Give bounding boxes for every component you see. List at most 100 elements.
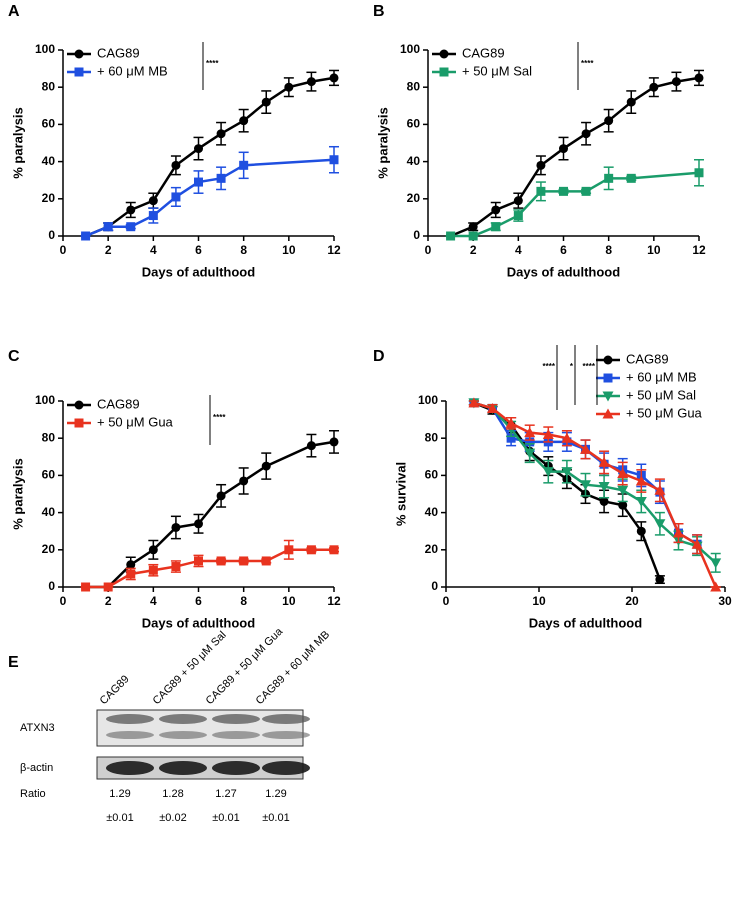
band bbox=[106, 714, 154, 724]
marker bbox=[671, 77, 681, 87]
marker bbox=[468, 231, 478, 241]
marker bbox=[261, 556, 271, 566]
marker bbox=[626, 97, 636, 107]
marker bbox=[216, 491, 226, 501]
y-tick-label: 80 bbox=[407, 79, 421, 93]
x-axis-title: Days of adulthood bbox=[507, 264, 620, 279]
marker bbox=[604, 116, 614, 126]
legend-label: + 50 μM Sal bbox=[462, 63, 532, 78]
y-axis-title: % paralysis bbox=[10, 107, 25, 179]
x-tick-label: 8 bbox=[605, 243, 612, 257]
ratio-value: 1.28 bbox=[162, 788, 183, 800]
marker bbox=[239, 160, 249, 170]
x-tick-label: 10 bbox=[532, 594, 546, 608]
marker bbox=[691, 538, 703, 549]
y-tick-label: 60 bbox=[407, 117, 421, 131]
band bbox=[212, 714, 260, 724]
x-tick-label: 0 bbox=[60, 243, 67, 257]
marker bbox=[525, 437, 535, 447]
band bbox=[262, 714, 310, 724]
marker bbox=[329, 545, 339, 555]
marker bbox=[468, 397, 480, 408]
significance-label: **** bbox=[213, 413, 226, 422]
marker bbox=[329, 73, 339, 83]
legend-label: CAG89 bbox=[97, 45, 140, 60]
legend-label: + 60 μM MB bbox=[97, 63, 168, 78]
x-tick-label: 4 bbox=[150, 243, 157, 257]
y-axis-title: % paralysis bbox=[10, 458, 25, 530]
marker bbox=[513, 196, 523, 206]
marker bbox=[581, 186, 591, 196]
x-tick-label: 20 bbox=[625, 594, 639, 608]
marker bbox=[491, 205, 501, 215]
marker bbox=[561, 432, 573, 443]
panel-label: A bbox=[8, 3, 20, 20]
marker bbox=[598, 456, 610, 467]
marker bbox=[171, 522, 181, 532]
marker bbox=[126, 560, 136, 570]
marker bbox=[103, 222, 113, 232]
marker bbox=[216, 129, 226, 139]
marker bbox=[524, 448, 536, 459]
x-tick-label: 30 bbox=[718, 594, 732, 608]
marker bbox=[126, 569, 136, 579]
marker bbox=[306, 545, 316, 555]
y-tick-label: 0 bbox=[431, 579, 438, 593]
marker bbox=[446, 231, 456, 241]
marker bbox=[598, 482, 610, 493]
marker bbox=[513, 211, 523, 221]
marker bbox=[74, 400, 84, 410]
marker bbox=[617, 468, 629, 479]
x-tick-label: 10 bbox=[282, 243, 296, 257]
marker bbox=[487, 402, 498, 413]
y-tick-label: 60 bbox=[42, 117, 56, 131]
band bbox=[159, 761, 207, 775]
x-tick-label: 0 bbox=[425, 243, 432, 257]
series-line bbox=[473, 401, 662, 581]
marker bbox=[103, 582, 113, 592]
marker bbox=[559, 144, 568, 154]
marker bbox=[171, 160, 181, 170]
legend-label: + 50 μM Gua bbox=[97, 414, 174, 429]
y-tick-label: 80 bbox=[42, 79, 56, 93]
ratio-error: ±0.01 bbox=[212, 812, 239, 824]
marker bbox=[617, 485, 629, 496]
marker bbox=[239, 116, 249, 126]
band bbox=[159, 731, 207, 739]
x-axis-title: Days of adulthood bbox=[142, 615, 255, 630]
legend-label: CAG89 bbox=[97, 396, 140, 411]
y-tick-label: 40 bbox=[425, 505, 439, 519]
marker bbox=[126, 222, 136, 232]
y-tick-label: 0 bbox=[48, 228, 55, 242]
marker bbox=[580, 443, 591, 454]
x-tick-label: 2 bbox=[470, 243, 477, 257]
marker bbox=[694, 73, 704, 83]
marker bbox=[468, 222, 478, 232]
x-tick-label: 8 bbox=[240, 594, 247, 608]
x-tick-label: 10 bbox=[647, 243, 661, 257]
y-tick-label: 60 bbox=[425, 468, 439, 482]
series-line bbox=[85, 440, 335, 589]
marker bbox=[171, 562, 181, 572]
panel-label: B bbox=[373, 3, 385, 20]
marker bbox=[635, 496, 647, 507]
x-axis-title: Days of adulthood bbox=[529, 615, 642, 630]
y-tick-label: 20 bbox=[425, 542, 439, 556]
x-tick-label: 8 bbox=[240, 243, 247, 257]
legend-label: + 50 μM Sal bbox=[626, 387, 696, 402]
marker bbox=[580, 480, 591, 491]
y-tick-label: 40 bbox=[407, 154, 421, 168]
panel-label: D bbox=[373, 348, 385, 365]
marker bbox=[542, 467, 554, 478]
band bbox=[159, 714, 207, 724]
marker bbox=[74, 418, 84, 428]
x-tick-label: 6 bbox=[560, 243, 567, 257]
marker bbox=[439, 49, 449, 59]
significance-label: **** bbox=[543, 362, 556, 371]
y-tick-label: 20 bbox=[407, 191, 421, 205]
y-tick-label: 100 bbox=[418, 393, 438, 407]
marker bbox=[604, 173, 614, 183]
marker bbox=[536, 186, 546, 196]
band bbox=[212, 761, 260, 775]
significance-label: **** bbox=[206, 59, 219, 68]
